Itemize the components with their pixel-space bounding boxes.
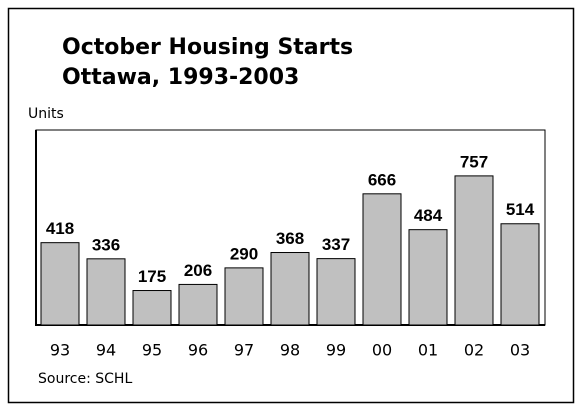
x-tick-label: 00 — [372, 341, 392, 360]
bar — [362, 193, 402, 326]
data-label: 206 — [184, 261, 212, 280]
data-label: 336 — [92, 235, 120, 254]
bar — [408, 229, 448, 326]
x-tick-label: 01 — [418, 341, 438, 360]
data-label: 666 — [368, 170, 396, 189]
x-tick-label: 93 — [50, 341, 70, 360]
x-tick-label: 95 — [142, 341, 162, 360]
frame — [7, 7, 575, 404]
bar — [132, 290, 172, 326]
data-label: 337 — [322, 235, 350, 254]
x-tick-label: 97 — [234, 341, 254, 360]
data-label: 368 — [276, 229, 304, 248]
bar — [270, 252, 310, 326]
chart-title: October Housing Starts — [62, 35, 353, 60]
x-tick-label: 03 — [510, 341, 530, 360]
x-tick-label: 02 — [464, 341, 484, 360]
bar — [178, 283, 218, 326]
x-tick-label: 94 — [96, 341, 116, 360]
x-tick-label: 99 — [326, 341, 346, 360]
bar — [40, 242, 80, 326]
data-label: 418 — [46, 219, 74, 238]
bar — [86, 258, 126, 326]
x-tick-label: 98 — [280, 341, 300, 360]
data-label: 484 — [414, 206, 443, 225]
bar — [224, 267, 264, 326]
data-label: 290 — [230, 244, 258, 263]
data-label: 757 — [460, 152, 488, 171]
bar — [500, 223, 540, 326]
bar — [454, 175, 494, 326]
data-label: 175 — [138, 267, 166, 286]
x-tick-label: 96 — [188, 341, 208, 360]
chart-subtitle: Ottawa, 1993-2003 — [62, 65, 299, 90]
y-axis-label: Units — [28, 106, 64, 122]
bar — [316, 258, 356, 326]
data-label: 514 — [506, 200, 535, 219]
source: Source: SCHL — [38, 371, 132, 387]
